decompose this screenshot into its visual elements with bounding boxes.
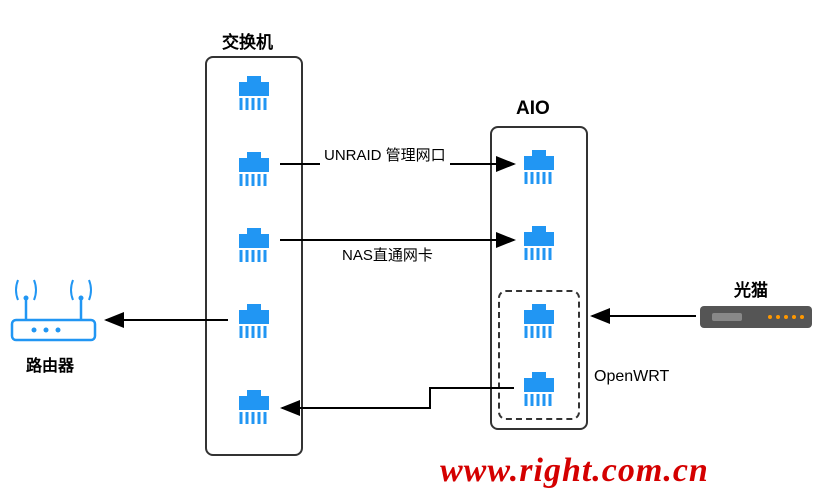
ethernet-port-icon bbox=[233, 72, 275, 114]
ethernet-port-icon bbox=[518, 222, 560, 264]
ethernet-port-icon bbox=[518, 300, 560, 342]
openwrt-label: OpenWRT bbox=[594, 368, 669, 386]
network-diagram: 交换机 AIO OpenWRT bbox=[0, 0, 826, 502]
ethernet-port-icon bbox=[233, 224, 275, 266]
router-icon bbox=[6, 278, 101, 348]
edge-label-mgmt: UNRAID 管理网口 bbox=[320, 144, 450, 165]
ethernet-port-icon bbox=[233, 386, 275, 428]
ethernet-port-icon bbox=[233, 300, 275, 342]
ethernet-port-icon bbox=[518, 368, 560, 410]
switch-label: 交换机 bbox=[222, 28, 273, 53]
router-label: 路由器 bbox=[26, 352, 74, 376]
ethernet-port-icon bbox=[233, 148, 275, 190]
aio-label: AIO bbox=[516, 98, 550, 120]
edge-label-nas: NAS直通网卡 bbox=[338, 244, 437, 265]
watermark: www.right.com.cn bbox=[440, 452, 709, 490]
ethernet-port-icon bbox=[518, 146, 560, 188]
modem-icon bbox=[700, 302, 816, 337]
modem-label: 光猫 bbox=[734, 276, 768, 301]
